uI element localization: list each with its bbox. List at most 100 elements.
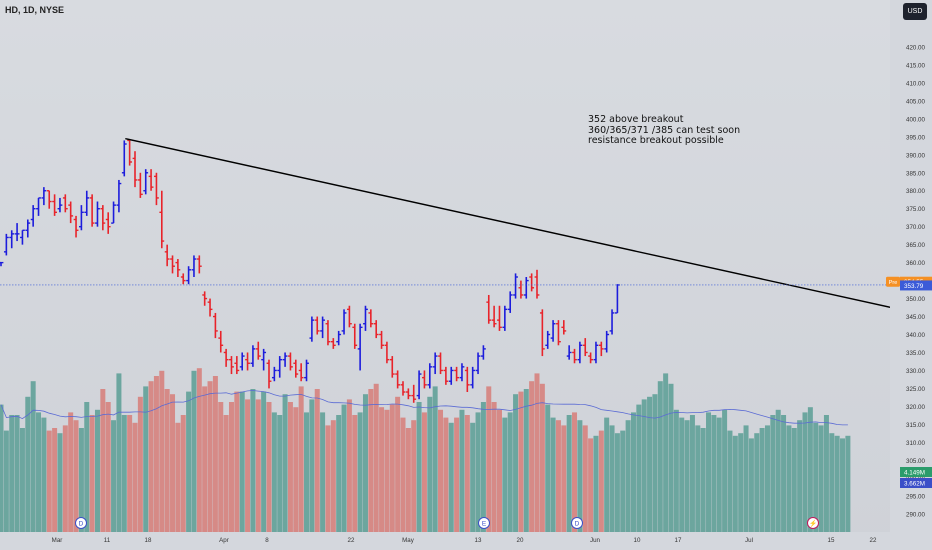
ohlc-bar (234, 356, 240, 375)
volume-bar (829, 433, 835, 532)
volume-bar (352, 415, 358, 532)
event-marker-badge (807, 517, 819, 529)
pre-tag-label: Pre (889, 280, 898, 286)
volume-bar (823, 415, 829, 532)
ohlc-bar (266, 359, 272, 389)
ohlc-bar (175, 259, 181, 277)
time-tick-label: 10 (634, 537, 641, 544)
volume-bar (379, 407, 385, 532)
volume-bar (84, 402, 90, 532)
volume-bar (604, 417, 610, 532)
ohlc-bar (213, 312, 218, 339)
ohlc-bar (116, 179, 122, 213)
volume-bar (121, 415, 127, 532)
ohlc-bar (52, 194, 57, 216)
volume-bar (636, 404, 642, 532)
volume-bar (459, 409, 465, 532)
volume-bar (148, 381, 154, 532)
ohlc-bar (582, 338, 588, 357)
volume-bar (170, 394, 176, 532)
volume-bar (298, 386, 304, 532)
ohlc-bar (3, 233, 9, 256)
volume-bar (673, 409, 679, 532)
ohlc-bar (486, 294, 492, 324)
volume-bar (743, 425, 749, 532)
volume-bar (175, 422, 181, 532)
volume-bar (507, 412, 513, 532)
volume-bar (840, 438, 846, 532)
volume-bar (491, 402, 497, 532)
ohlc-bar (572, 348, 577, 364)
ohlc-bar (137, 172, 143, 198)
volume-bar (738, 433, 744, 532)
volume-bar (234, 391, 240, 532)
volume-bar (368, 389, 374, 532)
volume-bar (652, 394, 658, 532)
volume-bar (127, 415, 133, 532)
ohlc-bar (352, 323, 358, 349)
volume-bar (775, 409, 781, 532)
ohlc-bar (475, 352, 481, 375)
ohlc-bar (422, 370, 427, 389)
volume-bar (94, 409, 100, 532)
volume-bar (609, 425, 615, 532)
ohlc-bar (598, 341, 604, 357)
event-marker[interactable]: E (478, 517, 490, 529)
volume-bar (834, 435, 840, 532)
price-axis-bg (890, 0, 932, 550)
ohlc-bar (148, 169, 154, 191)
price-tick-label: 400.00 (906, 116, 925, 123)
ohlc-bar (593, 341, 599, 364)
volume-bar (293, 407, 299, 532)
ohlc-bar (604, 330, 610, 353)
ohlc-bar (159, 190, 165, 249)
ohlc-bar (443, 366, 449, 385)
trendline[interactable] (125, 137, 932, 318)
ohlc-bar (491, 305, 497, 328)
volume-bar (159, 370, 165, 532)
volume-moving-average (0, 390, 848, 426)
volume-bar (73, 420, 79, 532)
volume-bar (373, 383, 379, 532)
volume-bar (845, 435, 851, 532)
event-marker-badge (478, 517, 490, 529)
volume-bar (78, 428, 84, 532)
volume-bar (432, 386, 438, 532)
volume-bar (116, 373, 122, 532)
ohlc-bar (588, 352, 593, 364)
volume-bar (689, 415, 695, 532)
volume-bar (496, 409, 502, 532)
currency-button[interactable]: USD (903, 3, 927, 20)
ohlc-bar (121, 140, 127, 177)
volume-bar (346, 399, 352, 532)
event-marker[interactable]: D (75, 517, 87, 529)
volume-bar (202, 386, 208, 532)
volume-bar (245, 399, 251, 532)
volume-bar (555, 420, 561, 532)
price-tick-label: 405.00 (906, 98, 925, 105)
ohlc-bar (550, 320, 556, 342)
event-marker[interactable]: D (571, 517, 583, 529)
ohlc-bar (191, 255, 197, 277)
volume-last-value: 3.662M (904, 481, 925, 488)
price-axis: 290.00295.00300.00305.00310.00315.00320.… (886, 0, 932, 550)
event-marker[interactable]: ⚡ (807, 517, 819, 529)
time-tick-label: 11 (104, 537, 111, 544)
volume-bar (405, 428, 411, 532)
volume-bar (539, 383, 545, 532)
volume-bar (802, 412, 808, 532)
ohlc-bar (282, 352, 288, 367)
volume-bar (513, 394, 519, 532)
time-axis-bg (0, 532, 890, 550)
ohlc-bar (186, 266, 191, 285)
ohlc-bar (379, 330, 384, 349)
volume-last-badge (900, 478, 932, 488)
volume-bar (137, 396, 143, 532)
price-tick-label: 350.00 (906, 296, 925, 303)
ohlc-bar (523, 277, 529, 299)
ohlc-bar (497, 305, 502, 331)
volume-bar (427, 396, 433, 532)
ohlc-bar (454, 366, 459, 382)
ohlc-bar (84, 190, 90, 216)
